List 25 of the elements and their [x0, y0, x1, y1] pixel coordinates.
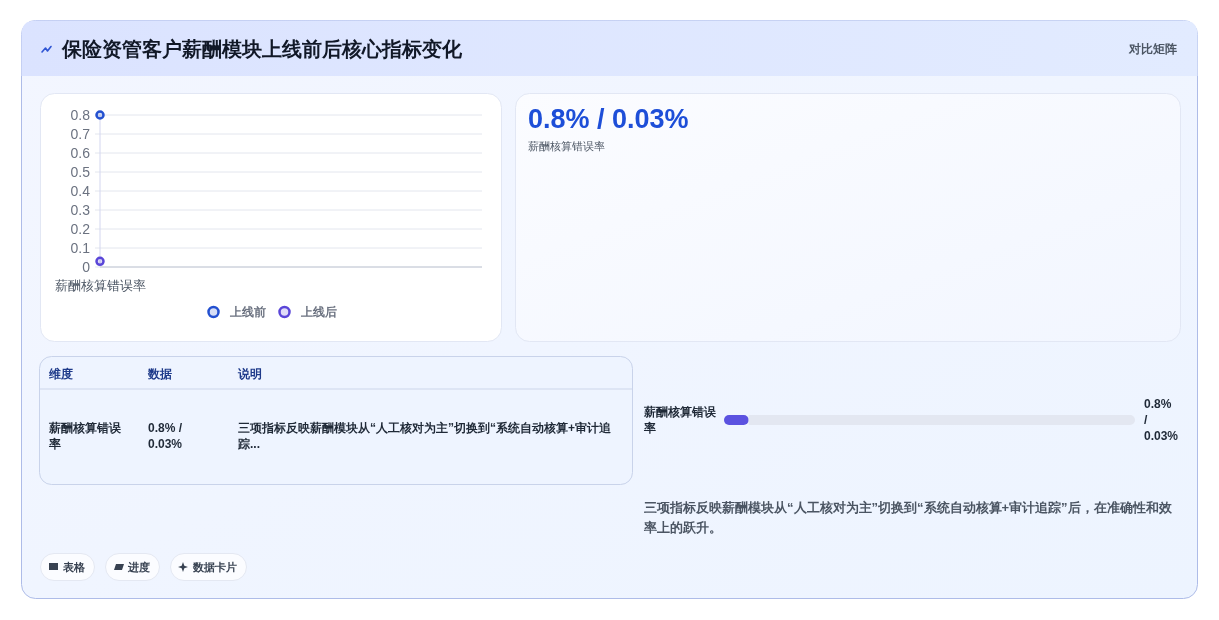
text: 维度 [48, 367, 73, 381]
text: 0.8% / 0.03% [1144, 397, 1179, 444]
y-tick-label: 0 [82, 259, 91, 275]
y-tick-label: 0.2 [70, 221, 91, 237]
y-tick-label: 0.8 [70, 107, 91, 123]
text: 数据卡片 [192, 561, 237, 573]
text: 说明 [237, 367, 262, 381]
text: 进度 [127, 561, 150, 573]
y-tick-label: 0.7 [70, 126, 91, 142]
text: 0.8% / 0.03% [528, 104, 689, 134]
text: 薪酬核算错误率 [528, 140, 605, 152]
y-tick-label: 0.4 [70, 183, 91, 199]
y-tick-label: 0.5 [70, 164, 91, 180]
text: 表格 [62, 561, 86, 573]
text: 0.8% / 0.03% [148, 421, 183, 452]
text: 数据 [147, 367, 172, 381]
text: 三项指标反映薪酬模块从“人工核对为主”切换到“系统自动核算+审计追踪... [237, 421, 613, 452]
y-tick-label: 0.3 [70, 202, 91, 218]
y-tick-label: 0.6 [70, 145, 91, 161]
legend-label: 上线后 [299, 305, 337, 319]
text: 保险资管客户薪酬模块上线前后核心指标变化 [61, 38, 463, 60]
text: 对比矩阵 [1128, 42, 1177, 56]
legend-label: 上线前 [228, 305, 266, 319]
text: 三项指标反映薪酬模块从“人工核对为主”切换到“系统自动核算+审计追踪”后，在准确性和效率上的跃升。 [643, 500, 1173, 535]
y-tick-label: 0.1 [70, 240, 91, 256]
